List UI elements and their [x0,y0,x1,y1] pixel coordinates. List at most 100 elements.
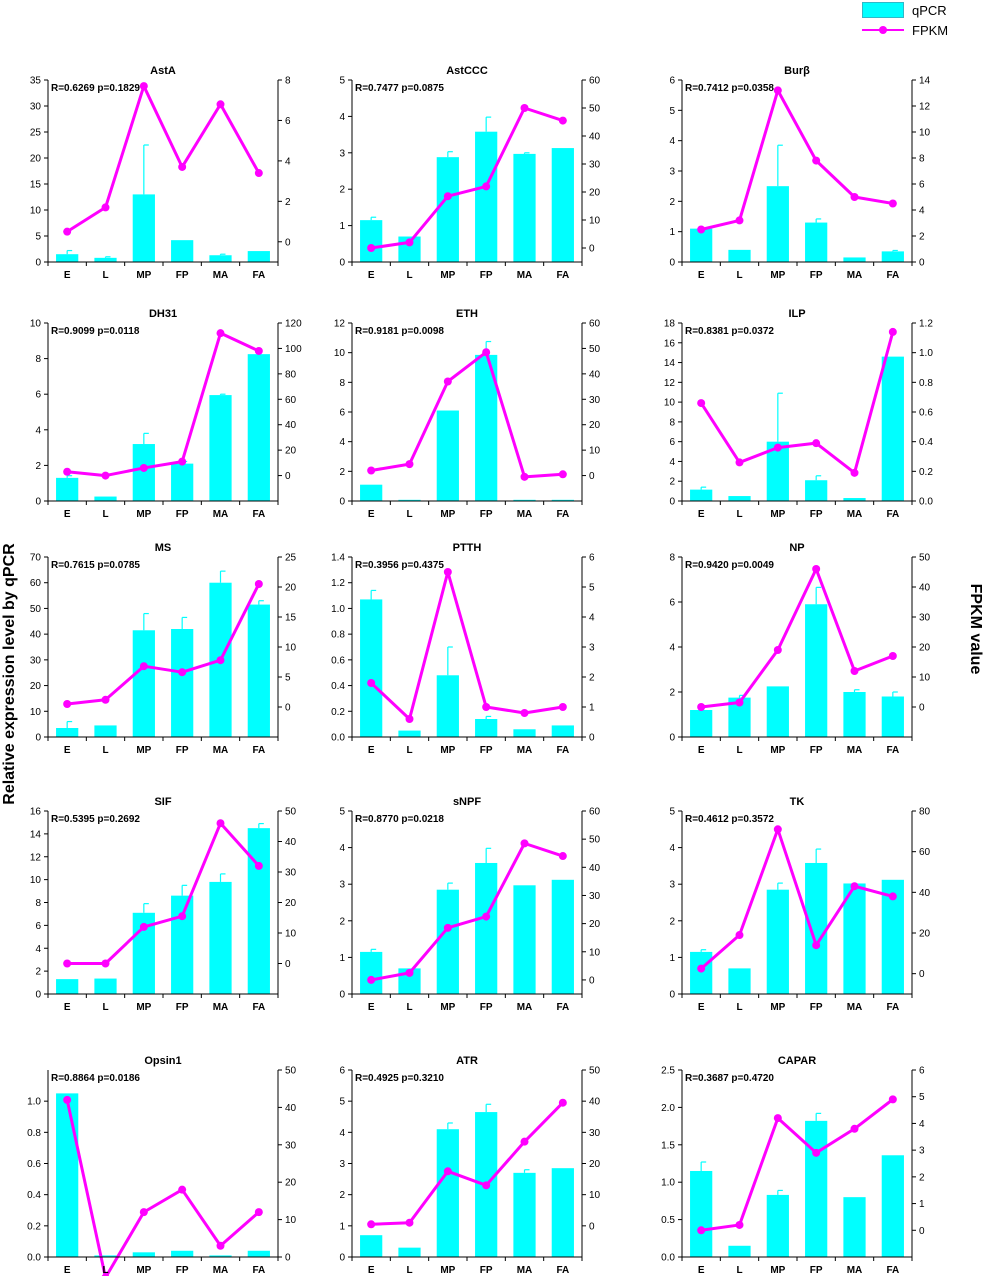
x-tick-label-FP: FP [480,745,493,756]
fpkm-point-MA [850,882,859,891]
x-tick-label-E: E [368,509,375,520]
chart-stats: R=0.4925 p=0.3210 [355,1073,444,1084]
chart-stats: R=0.9181 p=0.0098 [355,326,444,337]
left-tick-label: 1 [339,221,345,232]
bar-E [56,979,79,994]
left-tick-label: 0 [669,497,675,508]
chart-title: sNPF [453,796,481,808]
right-tick-label: 0 [589,733,595,744]
x-tick-label-MA: MA [213,509,229,520]
left-tick-label: 30 [30,102,42,113]
left-tick-label: 0.0 [661,1253,675,1264]
right-tick-label: 0.6 [919,408,933,419]
x-tick-label-FA: FA [556,270,569,281]
right-tick-label: 8 [285,76,291,87]
fpkm-point-MA [850,468,859,477]
right-tick-label: 40 [285,837,297,848]
right-tick-label: 10 [589,1190,601,1201]
fpkm-point-FA [558,1098,567,1107]
x-tick-label-L: L [406,509,412,520]
left-tick-label: 16 [30,807,42,818]
bar-MP [132,630,155,737]
fpkm-point-FA [888,327,897,336]
chart-title: ILP [788,308,805,320]
chart-stats: R=0.8381 p=0.0372 [685,326,774,337]
bar-FA [881,1155,904,1257]
left-tick-label: 0 [35,990,41,1001]
bar-MA [513,885,536,994]
right-tick-label: 40 [589,132,601,143]
chart-capar: CAPAR R=0.3687 p=0.4720 0.0 0.5 1.0 1.5 2.0 2.5… [661,1055,925,1276]
fpkm-point-L [101,695,110,704]
left-tick-label: 6 [669,598,675,609]
fpkm-point-FA [254,1208,263,1217]
fpkm-point-E [697,703,706,711]
right-tick-label: 40 [589,1097,601,1108]
bar-MA [513,729,536,737]
right-tick-label: 2 [919,1172,925,1183]
x-tick-label-L: L [102,1265,108,1276]
x-tick-label-L: L [102,745,108,756]
left-tick-label: 1 [339,953,345,964]
fpkm-point-MA [520,839,529,848]
left-tick-label: 5 [339,807,345,818]
bar-MA [843,1197,866,1257]
right-tick-label: 0 [919,258,925,269]
right-tick-label: 30 [285,868,297,879]
x-tick-label-FP: FP [176,270,189,281]
bar-FP [805,222,828,262]
bar-FP [171,1250,194,1257]
x-tick-label-MA: MA [847,1265,863,1276]
right-tick-label: 0 [589,471,595,482]
fpkm-point-MP [139,1208,148,1217]
right-tick-label: 5 [285,673,291,684]
right-tick-label: 60 [589,807,601,818]
left-tick-label: 0 [669,990,675,1001]
x-tick-label-MP: MP [440,745,455,756]
fpkm-point-MA [850,193,859,201]
left-tick-label: 5 [669,807,675,818]
right-tick-label: 5 [919,1092,925,1103]
fpkm-point-E [63,700,72,708]
right-tick-label: 50 [919,553,931,564]
bar-MP [436,675,459,737]
right-tick-label: 10 [919,128,931,139]
right-tick-label: 1.0 [919,348,933,359]
x-tick-label-MP: MP [770,509,785,520]
bar-FP [805,1120,828,1257]
left-tick-label: 10 [30,875,42,886]
right-tick-label: 0 [919,969,925,980]
fpkm-point-L [405,715,414,723]
left-tick-label: 1 [669,953,675,964]
right-tick-label: 0 [285,237,291,248]
bar-MA [513,153,536,262]
right-tick-label: 6 [919,180,925,191]
x-tick-label-FP: FP [176,1265,189,1276]
chart-stats: R=0.8770 p=0.0218 [355,814,444,825]
bar-FP [475,719,498,737]
left-tick-label: 5 [35,232,41,243]
x-tick-label-FA: FA [886,745,899,756]
legend-fpkm-swatch [862,22,904,38]
fpkm-point-FP [482,703,491,711]
right-tick-label: 0 [285,703,291,714]
fpkm-point-MP [773,86,782,95]
right-tick-label: 12 [919,102,931,113]
x-tick-label-FP: FP [480,1265,493,1276]
bar-L [94,257,117,262]
left-tick-label: 20 [30,154,42,165]
fpkm-point-FA [888,1095,897,1104]
chart-title: TK [790,796,805,808]
right-tick-label: 2 [285,197,291,208]
fpkm-line [370,106,564,250]
bar-MP [132,1252,155,1257]
bar-E [690,1170,713,1257]
x-tick-label-FA: FA [252,1265,265,1276]
fpkm-point-FP [178,162,187,171]
bar-L [728,496,751,501]
fpkm-point-E [63,467,72,476]
left-tick-label: 1.0 [27,1097,41,1108]
fpkm-point-MP [443,923,452,932]
left-tick-label: 1.0 [331,604,345,615]
